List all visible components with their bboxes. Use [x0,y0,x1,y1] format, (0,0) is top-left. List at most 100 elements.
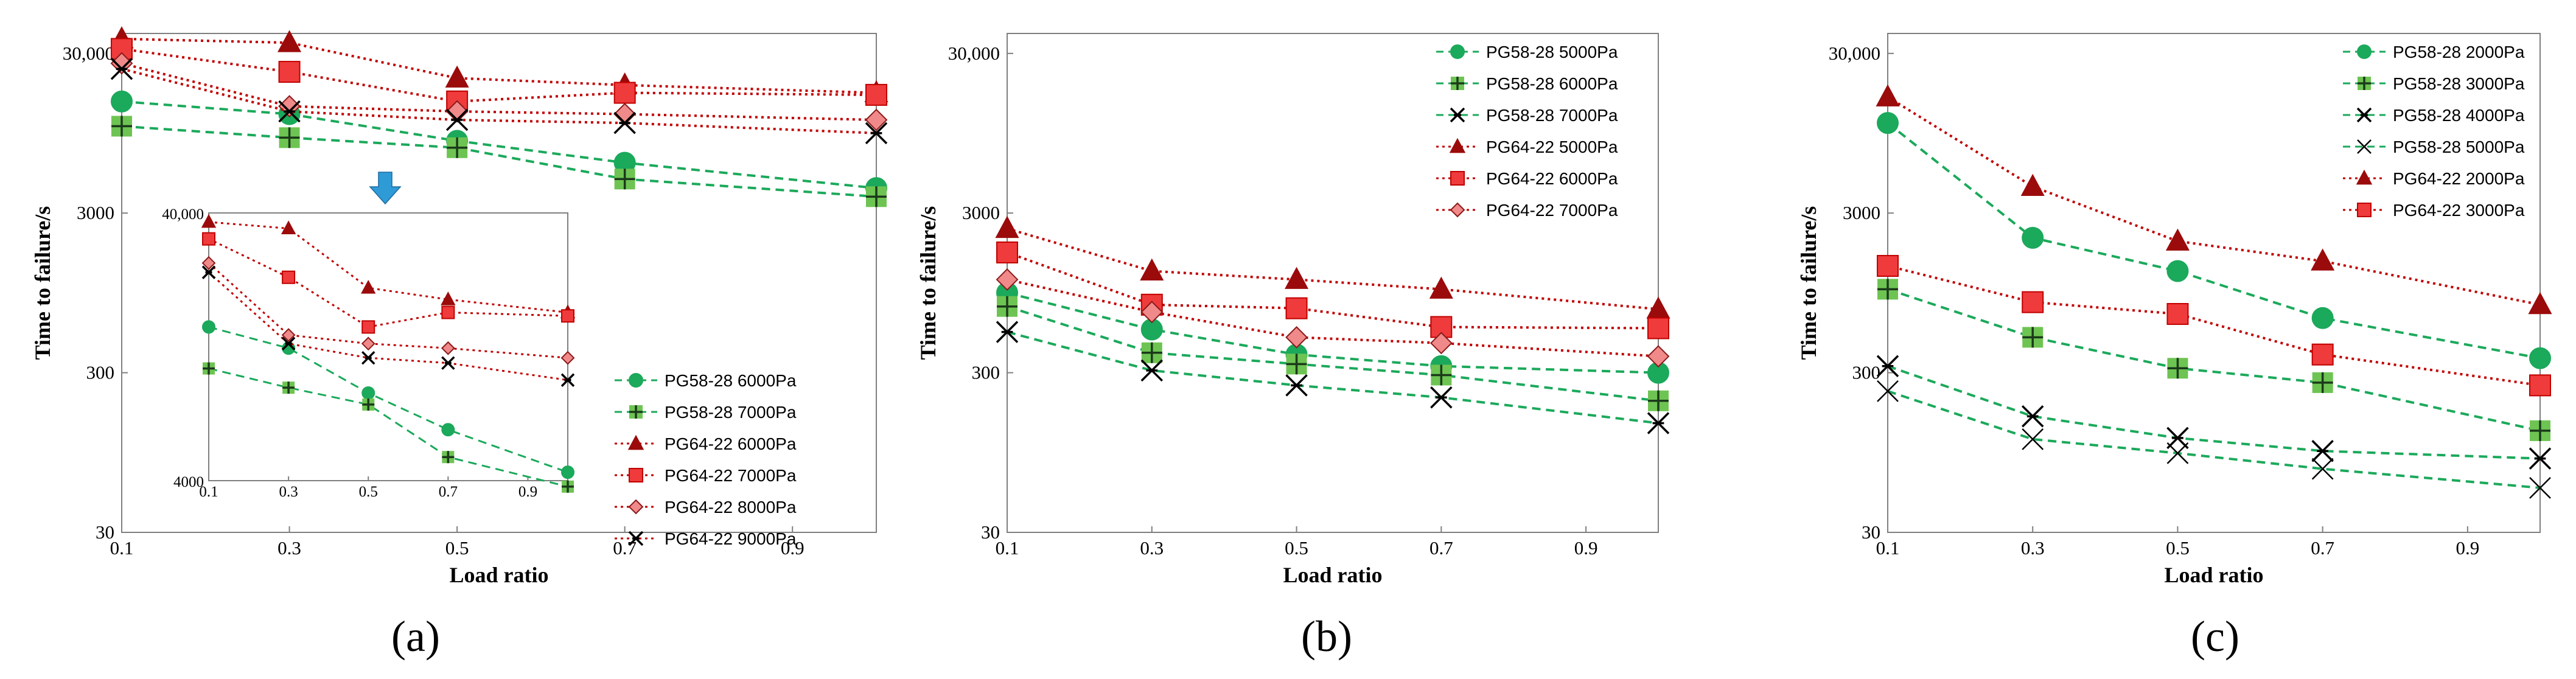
panel-a-inset-data-point-4-1 [281,328,296,343]
panel-c-legend-marker-1 [2358,77,2371,90]
panel-a-inset-data-point-2-0 [201,214,217,228]
panel-b-data-point-2-0 [996,321,1019,343]
panel-b-legend-label-3: PG64-22 5000Pa [1486,138,1618,156]
panel-a-x-axis-title: Load ratio [449,563,548,587]
panel-a-inset-y-tick-label: 40,000 [162,206,204,223]
panel-a-data-point-3-1 [278,61,301,83]
panel-b-legend-marker-0 [1450,44,1465,59]
panel-c-data-point-0-0 [1877,112,1899,134]
panel-b-data-point-1-3-plus [1431,364,1452,386]
panel-a-y-tick-label: 30,000 [63,43,114,64]
panel-a-x-tick-label: 0.1 [110,537,134,559]
panel-a-inset-data-point-3-1 [282,270,296,284]
panel-a-inset-data-point-3-4 [561,309,574,323]
panel-c-data-point-1-3 [2312,372,2333,393]
panel-b-data-point-5-3 [1429,332,1453,355]
panel-a-inset: 0.1 0.3 0.5 0.7 0.9 4000 40,000 [162,206,576,500]
panel-a-data-point-5-0 [110,57,133,80]
panel-a-series-line-4 [121,62,877,122]
panel-c-x-tick-label: 0.9 [2456,537,2480,559]
panel-b-legend-marker-5 [1450,202,1465,218]
panel-c-data-point-1-1-plus [2022,327,2044,348]
panel-b-data-point-1-4 [1648,390,1669,411]
panel-b-legend-marker-1-plus [1451,77,1464,90]
panel-a-data-point-5-1 [278,100,301,123]
panel-a-inset-data-point-1-0 [203,362,215,375]
panel-a-inset-data-point-1-2 [362,398,375,411]
panel-b-data-point-3-3 [1429,276,1453,299]
panel-c-legend-marker-2 [2356,107,2372,123]
panel-b-series-line-1 [1007,305,1659,402]
panel-a-inset-data-point-2-3 [441,291,456,305]
panel-c-data-point-3-0 [1877,380,1899,402]
panel-b-data-point-2-2 [1285,374,1308,397]
panel-a-inset-data-point-5-3 [441,356,455,370]
panel-c-legend-marker-0 [2357,44,2372,59]
panel-c-data-point-1-4-plus [2530,420,2550,441]
panel-a-inset-data-point-5-0 [201,265,216,279]
panel-c-data-point-3-3 [2311,458,2334,480]
panel-b-series-line-5 [1007,278,1659,358]
panel-a-y-tick-label: 3000 [77,202,114,223]
panel-b-legend-label-1: PG58-28 6000Pa [1486,74,1618,93]
panel-a-legend-label-1: PG58-28 7000Pa [665,403,797,422]
panel-c-x-tick-label: 0.5 [2166,537,2190,559]
panel-a-inset-data-point-4-4 [560,350,575,365]
panel-a-series-line-0 [121,100,877,190]
panel-c-legend-label-1: PG58-28 3000Pa [2393,74,2525,93]
panel-c-series-line-1 [1887,288,2541,432]
panel-c-label: (c) [2191,612,2239,661]
panel-c-legend-label-2: PG58-28 4000Pa [2393,106,2525,125]
panel-a-label: (a) [391,612,440,661]
inset-pointer-arrow-icon [369,172,402,205]
panel-c-y-tick-label: 3000 [1843,202,1880,223]
panel-b-data-point-1-2-plus [1286,353,1307,375]
panel-a-inset-data-point-0-3 [441,423,455,437]
panel-b-data-point-1-0 [997,296,1017,317]
panel-a-inset-plot-frame [208,212,568,481]
panel-a-y-tick-label: 300 [86,362,115,383]
panel-b-data-point-3-1 [1140,258,1164,280]
panel-c-x-tick-label: 0.7 [2311,537,2334,559]
panel-b-data-point-3-4 [1646,296,1670,319]
panel-a-inset-x-tick-label: 0.1 [199,484,218,500]
panel-b-label: (b) [1301,612,1352,661]
panel-a-data-point-5-4 [865,122,888,145]
panel-c-data-point-1-3-plus [2312,372,2333,393]
panel-c-data-point-4-4 [2528,292,2552,315]
panel-a-inset-data-point-5-1 [281,336,296,351]
panel-a-data-point-5-2 [445,108,469,131]
panel-b-legend-marker-2 [1450,107,1465,123]
panel-a-y-tick-label: 30 [96,521,114,543]
panel-c-y-tick-label: 30,000 [1829,43,1880,64]
panel-a-data-point-1-4 [866,186,887,207]
panel-c-x-tick-label: 0.3 [2021,537,2045,559]
panel-a-legend-marker-2 [627,434,644,450]
panel-b-x-tick-label: 0.5 [1285,537,1308,559]
panel-b-y-tick-label: 30,000 [948,43,1000,64]
panel-a-data-point-4-2 [445,100,469,123]
panel-c-data-point-5-3 [2311,343,2334,366]
panel-a-inset-data-point-2-1 [281,220,296,235]
panel-c-legend-label-0: PG58-28 2000Pa [2393,43,2525,61]
panel-a-inset-data-point-1-1-plus [282,381,295,394]
panel-a-inset-data-point-1-2-plus [362,398,375,411]
panel-a-data-point-1-1 [279,127,300,148]
panel-c-data-point-5-0 [1877,255,1899,277]
panel-c-data-point-2-3 [2311,440,2334,462]
panel-b-data-point-5-0 [996,268,1019,291]
panel-a-data-point-2-1 [277,30,302,52]
panel-a: 0.1 0.3 0.5 0.7 0.9 30 300 3000 30,000 Load ratio… [30,26,888,661]
panel-a-inset-series-line-2 [208,221,568,314]
panel-b-legend-marker-4 [1450,171,1465,186]
panel-c-data-point-0-4 [2529,347,2551,369]
panel-a-legend-label-5: PG64-22 9000Pa [665,529,797,548]
panel-c-data-point-1-0-plus [1877,279,1898,300]
panel-c-legend-marker-5 [2357,203,2372,217]
panel-c-data-point-1-2 [2167,358,2188,379]
panel-b-series-line-0 [1007,291,1659,374]
panel-a-legend-marker-5 [628,531,644,546]
panel-a-data-point-1-3-plus [614,169,635,190]
panel-a-series-line-3 [121,47,877,103]
panel-a-inset-data-point-1-4-plus [562,480,574,493]
